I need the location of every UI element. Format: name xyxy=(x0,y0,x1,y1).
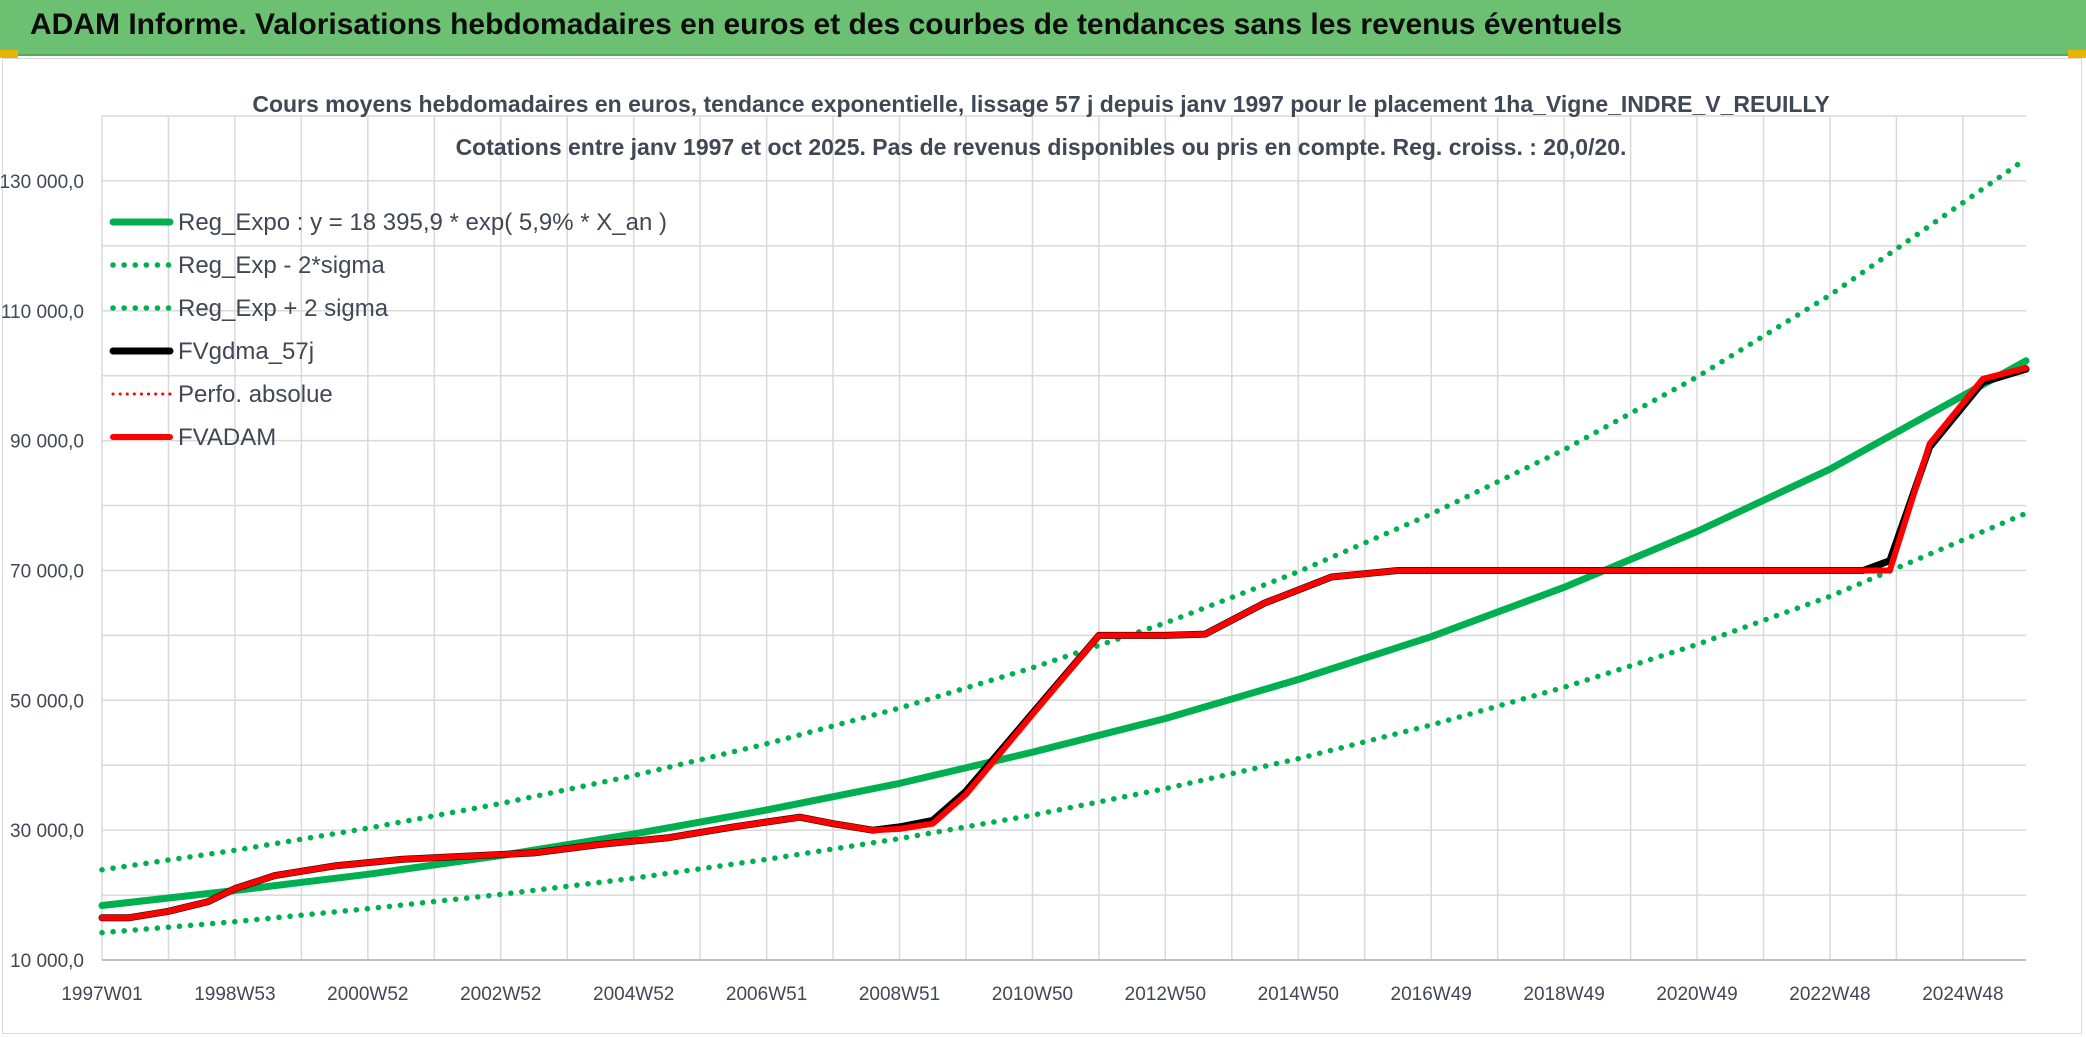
header-banner: ADAM Informe. Valorisations hebdomadaire… xyxy=(0,0,2086,56)
perfo-absolue-line xyxy=(100,366,2028,920)
x-tick-label: 2000W52 xyxy=(327,984,408,1005)
legend-reg-exp-minus: Reg_Exp - 2*sigma xyxy=(110,252,385,279)
y-tick-label: 70 000,0 xyxy=(10,561,84,582)
y-axis-ticks: 10 000,0 30 000,0 50 000,0 70 000,0 90 000,0… xyxy=(0,172,84,972)
banner-title: ADAM Informe. Valorisations hebdomadaire… xyxy=(30,8,1623,41)
x-axis-ticks: 1997W01 1998W53 2000W52 2002W52 2004W52 2006W… xyxy=(61,984,2003,1005)
legend: Reg_Expo : y = 18 395,9 * exp( 5,9% * X_… xyxy=(109,209,667,451)
grid xyxy=(101,115,2026,961)
x-tick-label: 2012W50 xyxy=(1125,984,1206,1005)
fvgdma-57j-line xyxy=(98,365,2030,922)
legend-label: FVgdma_57j xyxy=(178,338,314,365)
chart-frame xyxy=(2,58,2082,1034)
chart-title: Cours moyens hebdomadaires en euros, ten… xyxy=(252,91,1829,117)
legend-label: Perfo. absolue xyxy=(178,381,333,408)
x-tick-label: 2016W49 xyxy=(1391,984,1472,1005)
fvadam-line xyxy=(99,364,2029,921)
x-tick-label: 2014W50 xyxy=(1258,984,1339,1005)
legend-fvadam: FVADAM xyxy=(110,424,276,451)
legend-perfo: Perfo. absolue xyxy=(111,381,333,408)
y-tick-label: 10 000,0 xyxy=(10,951,84,972)
x-tick-label: 2004W52 xyxy=(593,984,674,1005)
x-tick-label: 2010W50 xyxy=(992,984,1073,1005)
chart-subtitle: Cotations entre janv 1997 et oct 2025. P… xyxy=(456,134,1627,160)
x-tick-label: 2020W49 xyxy=(1656,984,1737,1005)
y-tick-label: 110 000,0 xyxy=(1,302,84,323)
y-tick-label: 30 000,0 xyxy=(10,821,84,842)
legend-label: Reg_Exp - 2*sigma xyxy=(178,252,385,279)
x-tick-label: 2006W51 xyxy=(726,984,807,1005)
corner-accent xyxy=(2068,50,2086,58)
corner-accent xyxy=(0,50,18,58)
legend-label: FVADAM xyxy=(178,424,276,451)
x-tick-label: 2008W51 xyxy=(859,984,940,1005)
reg-exp-minus-2sigma-line xyxy=(99,510,2029,936)
x-tick-label: 2022W48 xyxy=(1789,984,1870,1005)
legend-reg-exp-plus: Reg_Exp + 2 sigma xyxy=(110,295,389,322)
y-tick-label: 50 000,0 xyxy=(10,691,84,712)
y-tick-label: 90 000,0 xyxy=(10,432,84,453)
legend-fvgdma: FVgdma_57j xyxy=(109,338,314,365)
legend-label: Reg_Exp + 2 sigma xyxy=(178,295,389,322)
series xyxy=(98,156,2030,936)
x-tick-label: 2018W49 xyxy=(1523,984,1604,1005)
reg-exp-plus-2sigma-line xyxy=(99,156,2029,873)
x-tick-label: 1998W53 xyxy=(194,984,275,1005)
y-tick-label: 130 000,0 xyxy=(0,172,84,193)
legend-reg-expo: Reg_Expo : y = 18 395,9 * exp( 5,9% * X_… xyxy=(109,209,667,236)
reg-expo-line xyxy=(98,357,2030,909)
x-tick-label: 2024W48 xyxy=(1922,984,2003,1005)
legend-label: Reg_Expo : y = 18 395,9 * exp( 5,9% * X_… xyxy=(178,209,667,236)
x-tick-label: 1997W01 xyxy=(61,984,142,1005)
x-tick-label: 2002W52 xyxy=(460,984,541,1005)
